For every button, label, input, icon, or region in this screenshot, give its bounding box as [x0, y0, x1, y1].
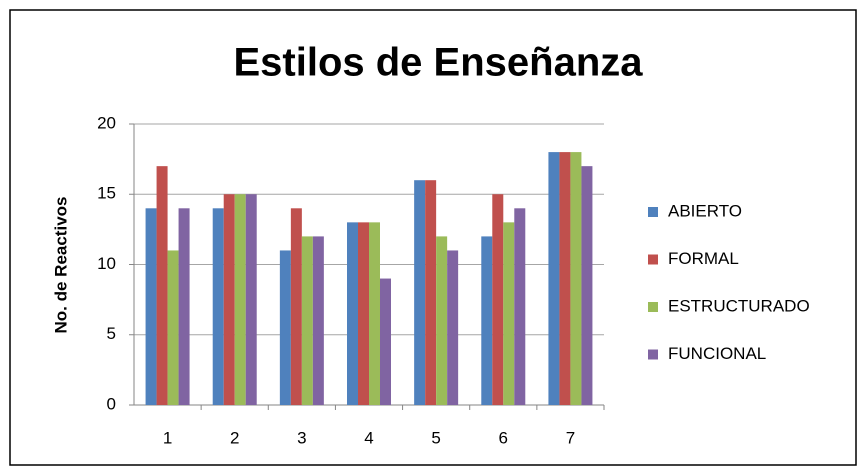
bar: [178, 208, 190, 405]
bar: [167, 250, 179, 405]
y-tick-label: 15: [97, 184, 116, 203]
bar: [301, 236, 313, 405]
legend-label: FORMAL: [668, 249, 739, 268]
x-tick-label: 6: [499, 428, 508, 447]
bar: [414, 180, 426, 405]
bar: [447, 250, 459, 405]
chart-title: Estilos de Enseñanza: [233, 41, 643, 85]
x-tick-label: 7: [566, 428, 575, 447]
legend-swatch: [648, 302, 658, 312]
bar: [312, 236, 324, 405]
bar: [212, 208, 224, 405]
bar: [514, 208, 526, 405]
bar: [503, 222, 515, 405]
bar: [581, 166, 593, 405]
bar: [358, 222, 369, 405]
y-tick-label: 5: [107, 324, 116, 343]
x-tick-label: 5: [431, 428, 440, 447]
bar: [347, 222, 358, 405]
legend-swatch: [648, 349, 658, 360]
bar: [156, 166, 168, 405]
y-tick-label: 0: [107, 394, 116, 413]
bar: [548, 152, 560, 405]
bar: [570, 152, 582, 405]
legend-swatch: [648, 254, 658, 265]
legend-label: ESTRUCTURADO: [668, 296, 810, 315]
legend-label: FUNCIONAL: [668, 344, 766, 363]
bar: [145, 208, 157, 405]
y-axis-label: No. de Reactivos: [51, 197, 70, 334]
x-tick-label: 3: [297, 428, 306, 447]
bar: [223, 194, 235, 405]
bar: [234, 194, 246, 405]
x-tick-label: 1: [163, 428, 172, 447]
legend-label: ABIERTO: [668, 201, 742, 220]
bar: [369, 222, 380, 405]
bar: [425, 180, 437, 405]
bar: [436, 236, 448, 405]
bar: [380, 278, 391, 405]
bar: [245, 194, 257, 405]
x-tick-label: 2: [230, 428, 239, 447]
bar: [559, 152, 571, 405]
bar: [279, 250, 291, 405]
legend-swatch: [648, 207, 658, 217]
bar: [481, 236, 493, 405]
x-tick-label: 4: [364, 428, 373, 447]
y-tick-label: 20: [97, 113, 116, 132]
bar: [492, 194, 504, 405]
bar: [290, 208, 302, 405]
y-tick-label: 10: [97, 254, 116, 273]
